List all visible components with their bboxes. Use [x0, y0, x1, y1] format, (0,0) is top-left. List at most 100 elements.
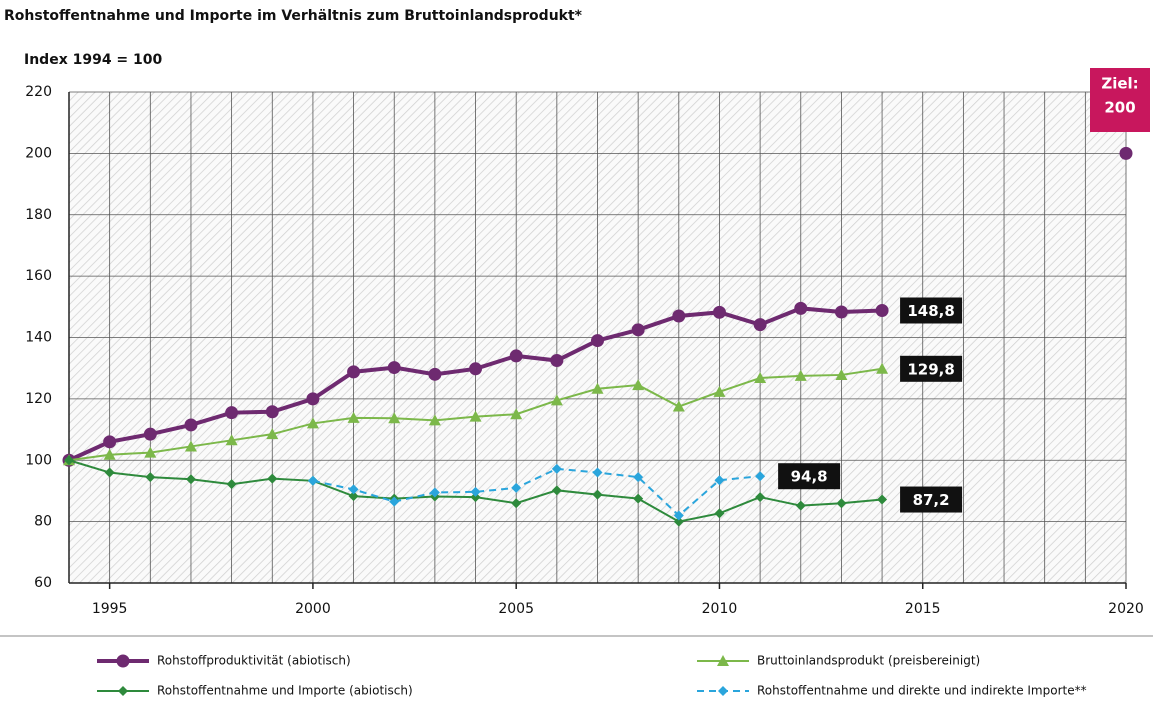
marker [185, 474, 196, 485]
value-label: 87,2 [913, 491, 950, 509]
marker [592, 467, 603, 478]
value-label: 94,8 [791, 468, 828, 486]
marker [672, 309, 686, 323]
marker [118, 686, 128, 696]
marker [184, 418, 198, 432]
marker [794, 369, 807, 381]
marker [795, 500, 806, 511]
x-tick-label: 2000 [295, 601, 331, 617]
marker [835, 368, 848, 380]
marker [389, 496, 400, 507]
marker [267, 473, 278, 484]
marker [184, 440, 197, 452]
marker [470, 486, 481, 497]
marker [64, 455, 74, 466]
marker [713, 385, 726, 397]
marker [714, 508, 725, 519]
legend-label: Rohstoffentnahme und Importe (abiotisch) [157, 684, 413, 698]
label-bg [778, 463, 841, 490]
y-tick-label: 220 [25, 84, 52, 100]
marker [469, 410, 482, 422]
marker [591, 334, 604, 348]
marker [551, 485, 562, 496]
marker [428, 414, 441, 426]
marker [429, 487, 440, 498]
target-box [1090, 68, 1150, 132]
marker [712, 305, 726, 319]
marker [103, 448, 116, 460]
marker [755, 471, 766, 482]
legend-label: Rohstoffproduktivität (abiotisch) [157, 654, 351, 668]
y-tick-label: 160 [25, 268, 52, 284]
marker [550, 354, 564, 368]
label-bg [900, 355, 963, 382]
marker [633, 493, 644, 504]
marker [714, 475, 725, 486]
marker [753, 318, 767, 332]
value-label-box: 94,8 [778, 463, 841, 490]
marker [144, 446, 157, 458]
target-label: Ziel: [1101, 75, 1138, 93]
x-tick-label: 1995 [92, 601, 128, 617]
marker [348, 484, 359, 495]
marker [509, 349, 523, 363]
y-tick-label: 60 [34, 575, 52, 591]
marker [550, 394, 563, 406]
marker [834, 305, 848, 319]
y-tick-label: 180 [25, 207, 52, 223]
marker [226, 479, 237, 490]
marker [469, 362, 483, 376]
x-tick-label: 2015 [905, 601, 941, 617]
marker [754, 372, 767, 384]
marker [103, 435, 117, 449]
marker [876, 362, 889, 374]
y-tick-label: 140 [25, 330, 52, 346]
marker [551, 463, 562, 474]
legend-label: Rohstoffentnahme und direkte und indirek… [757, 684, 1087, 698]
marker [348, 491, 359, 502]
marker [266, 428, 279, 440]
marker [145, 472, 156, 483]
marker [388, 412, 401, 424]
label-bg [900, 297, 963, 324]
marker [875, 303, 889, 317]
marker [672, 400, 685, 412]
x-tick-label: 2005 [498, 601, 534, 617]
marker [755, 492, 766, 503]
target-point [1119, 146, 1133, 160]
value-label-box: 87,2 [900, 486, 963, 513]
marker [265, 405, 279, 419]
y-tick-label: 200 [25, 145, 52, 161]
marker [718, 686, 728, 696]
x-tick-label: 2010 [702, 601, 738, 617]
x-tick-label: 2020 [1108, 601, 1144, 617]
marker [347, 365, 361, 379]
marker [794, 301, 808, 315]
marker [592, 489, 603, 500]
marker [633, 472, 644, 483]
marker [104, 467, 115, 478]
value-label-box: 148,8 [900, 297, 963, 324]
target-label: 200 [1104, 99, 1135, 117]
y-tick-label: 100 [25, 452, 52, 468]
chart-title: Rohstoffentnahme und Importe im Verhältn… [4, 8, 583, 24]
marker [225, 406, 239, 420]
marker [306, 417, 319, 429]
marker [673, 510, 684, 521]
chart-subtitle: Index 1994 = 100 [24, 52, 163, 68]
marker [632, 379, 645, 391]
marker [510, 408, 523, 420]
marker [225, 434, 238, 446]
marker [511, 482, 522, 493]
marker [347, 411, 360, 423]
label-bg [900, 486, 963, 513]
marker [673, 516, 684, 527]
marker [387, 361, 401, 375]
marker [307, 475, 318, 486]
y-tick-label: 120 [25, 391, 52, 407]
marker [116, 654, 130, 668]
marker [717, 655, 729, 666]
value-label: 129,8 [907, 360, 954, 378]
value-label-box: 129,8 [900, 355, 963, 382]
